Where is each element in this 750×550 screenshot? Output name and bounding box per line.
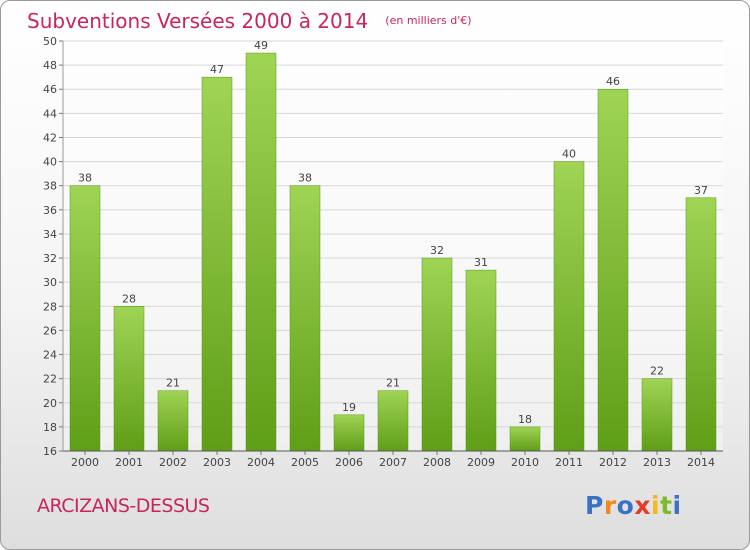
commune-name: ARCIZANS-DESSUS (37, 495, 210, 517)
bar (201, 76, 233, 452)
y-tick-label: 32 (43, 252, 57, 265)
bar-value-label: 28 (122, 292, 136, 305)
bar-value-label: 19 (342, 401, 356, 414)
bar-value-label: 46 (606, 75, 620, 88)
bar-value-label: 22 (650, 365, 664, 378)
bar (69, 185, 101, 452)
value-labels: 38 28 21 47 49 38 19 21 32 31 18 40 46 22 37 (78, 39, 708, 426)
bar-value-label: 32 (430, 244, 444, 257)
x-tick-label: 2007 (379, 456, 407, 469)
y-tick-label: 40 (43, 156, 57, 169)
y-tick-label: 18 (43, 421, 57, 434)
y-tick-label: 44 (43, 107, 57, 120)
logo-letter: i (672, 491, 682, 520)
y-tick-label: 34 (43, 228, 57, 241)
logo-letter: t (660, 491, 673, 520)
logo-letter: i (651, 491, 661, 520)
chart-title: Subventions Versées 2000 à 2014 (27, 9, 369, 33)
bar (113, 306, 145, 452)
x-tick-label: 2010 (511, 456, 539, 469)
title-row: Subventions Versées 2000 à 2014 (en mill… (27, 9, 472, 33)
y-tick-label: 36 (43, 204, 57, 217)
x-tick-label: 2004 (247, 456, 275, 469)
y-tick-label: 28 (43, 300, 57, 313)
x-tick-label: 2003 (203, 456, 231, 469)
x-tick-label: 2006 (335, 456, 363, 469)
bar (509, 426, 541, 452)
y-tick-label: 50 (43, 35, 57, 48)
x-tick-label: 2009 (467, 456, 495, 469)
bar (465, 269, 497, 452)
bar (377, 390, 409, 452)
bar-value-label: 37 (694, 184, 708, 197)
y-axis-ticks: 16 18 20 22 24 26 28 30 32 34 36 38 40 42 44 46 48 50 (43, 35, 63, 458)
bar (685, 197, 717, 452)
y-tick-label: 30 (43, 276, 57, 289)
y-tick-label: 24 (43, 349, 57, 362)
bar (597, 88, 629, 452)
y-tick-label: 48 (43, 59, 57, 72)
logo-letter: o (616, 491, 635, 520)
x-tick-label: 2014 (687, 456, 715, 469)
y-tick-label: 26 (43, 324, 57, 337)
bar-value-label: 18 (518, 413, 532, 426)
bar-value-label: 21 (386, 377, 400, 390)
x-tick-label: 2002 (159, 456, 187, 469)
x-tick-label: 2012 (599, 456, 627, 469)
y-tick-label: 16 (43, 445, 57, 458)
bar-value-label: 31 (474, 256, 488, 269)
x-axis-ticks: 2000 2001 2002 2003 2004 2005 2006 2007 2008 2009… (71, 451, 715, 469)
x-tick-label: 2005 (291, 456, 319, 469)
logo-letter: r (603, 491, 617, 520)
bar (245, 52, 277, 452)
bar (157, 390, 189, 452)
x-tick-label: 2000 (71, 456, 99, 469)
bar-value-label: 21 (166, 377, 180, 390)
y-tick-label: 46 (43, 83, 57, 96)
chart-subtitle: (en milliers d'€) (385, 14, 472, 27)
y-tick-label: 42 (43, 131, 57, 144)
x-tick-label: 2013 (643, 456, 671, 469)
bar-value-label: 38 (298, 172, 312, 185)
y-tick-label: 38 (43, 180, 57, 193)
bars (69, 52, 717, 452)
bar (641, 378, 673, 452)
bar-value-label: 38 (78, 172, 92, 185)
bar (289, 185, 321, 452)
x-tick-label: 2008 (423, 456, 451, 469)
x-tick-label: 2011 (555, 456, 583, 469)
logo-letter: x (634, 491, 651, 520)
x-tick-label: 2001 (115, 456, 143, 469)
logo-letter: P (585, 491, 604, 520)
bar (553, 161, 585, 452)
bar (421, 257, 453, 452)
bar-value-label: 40 (562, 148, 576, 161)
y-tick-label: 20 (43, 397, 57, 410)
bar-value-label: 49 (254, 39, 268, 52)
y-tick-label: 22 (43, 373, 57, 386)
proxiti-logo: Proxiti (585, 491, 682, 520)
bar-value-label: 47 (210, 63, 224, 76)
bar (333, 414, 365, 452)
